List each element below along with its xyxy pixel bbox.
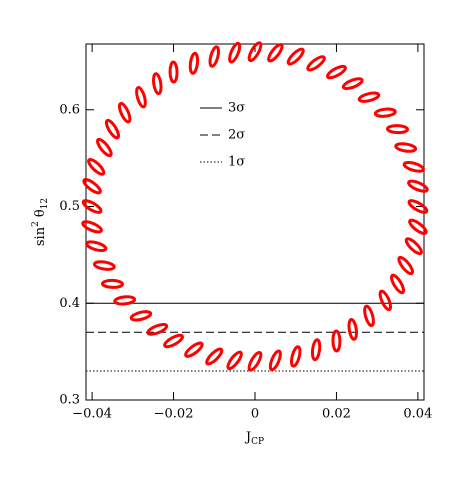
data-point bbox=[402, 161, 425, 173]
data-point bbox=[363, 304, 375, 327]
data-point bbox=[386, 124, 410, 135]
y-tick-label: 0.5 bbox=[59, 199, 80, 214]
legend-label: 1σ bbox=[228, 155, 245, 170]
x-tick-label: −0.04 bbox=[72, 407, 112, 422]
x-tick-label: −0.02 bbox=[154, 407, 194, 422]
data-point bbox=[267, 42, 284, 63]
x-tick-label: 0.02 bbox=[322, 407, 351, 422]
data-point bbox=[407, 179, 429, 193]
y-label-sup: 2 bbox=[31, 221, 41, 227]
data-point bbox=[205, 347, 224, 366]
legend-label: 3σ bbox=[228, 101, 245, 116]
data-point bbox=[310, 338, 322, 362]
data-point bbox=[341, 77, 364, 91]
data-point bbox=[129, 310, 153, 322]
data-point bbox=[104, 118, 120, 140]
data-point bbox=[146, 322, 169, 336]
x-label-main: J bbox=[244, 430, 251, 445]
data-point bbox=[85, 240, 108, 253]
data-point bbox=[357, 91, 381, 103]
y-label-main: sin bbox=[33, 226, 48, 246]
data-point bbox=[135, 86, 147, 109]
data-point bbox=[226, 350, 243, 371]
data-point bbox=[81, 220, 103, 234]
data-point bbox=[397, 255, 414, 276]
data-point bbox=[152, 72, 163, 96]
data-point bbox=[286, 47, 305, 66]
y-tick-label: 0.4 bbox=[59, 296, 80, 311]
data-point bbox=[117, 101, 132, 124]
data-point bbox=[408, 218, 428, 235]
data-point bbox=[100, 278, 124, 289]
data-point bbox=[87, 157, 106, 176]
legend-label: 2σ bbox=[228, 128, 245, 143]
x-tick-label: 0 bbox=[251, 407, 259, 422]
x-axis-label: JCP bbox=[244, 430, 264, 447]
data-point bbox=[208, 45, 221, 68]
data-point bbox=[163, 333, 184, 349]
data-point bbox=[326, 64, 347, 80]
data-point bbox=[394, 142, 418, 153]
data-point bbox=[289, 345, 302, 368]
data-point bbox=[407, 199, 429, 214]
data-point bbox=[228, 41, 242, 64]
data-point bbox=[373, 107, 397, 118]
data-point bbox=[306, 55, 326, 72]
y-axis-label: sin2 θ12 bbox=[31, 198, 50, 246]
data-point bbox=[268, 349, 282, 372]
data-point bbox=[113, 295, 137, 306]
data-point bbox=[390, 273, 406, 295]
y-tick-label: 0.6 bbox=[59, 102, 80, 117]
data-point bbox=[184, 341, 204, 358]
data-point bbox=[247, 350, 263, 372]
data-point bbox=[92, 260, 116, 271]
data-point bbox=[378, 289, 393, 312]
data-point bbox=[81, 199, 103, 214]
data-point bbox=[247, 41, 263, 63]
data-point bbox=[404, 237, 423, 256]
data-point bbox=[168, 60, 179, 84]
data-point bbox=[188, 51, 200, 75]
y-label-sym: θ bbox=[33, 209, 48, 217]
data-point bbox=[96, 137, 113, 158]
data-point bbox=[331, 329, 342, 353]
x-label-sub: CP bbox=[251, 437, 264, 447]
y-label-sub: 12 bbox=[40, 198, 50, 209]
y-tick-label: 0.3 bbox=[59, 393, 80, 408]
data-point bbox=[82, 178, 102, 195]
data-point bbox=[347, 317, 358, 341]
x-tick-label: 0.04 bbox=[403, 407, 432, 422]
